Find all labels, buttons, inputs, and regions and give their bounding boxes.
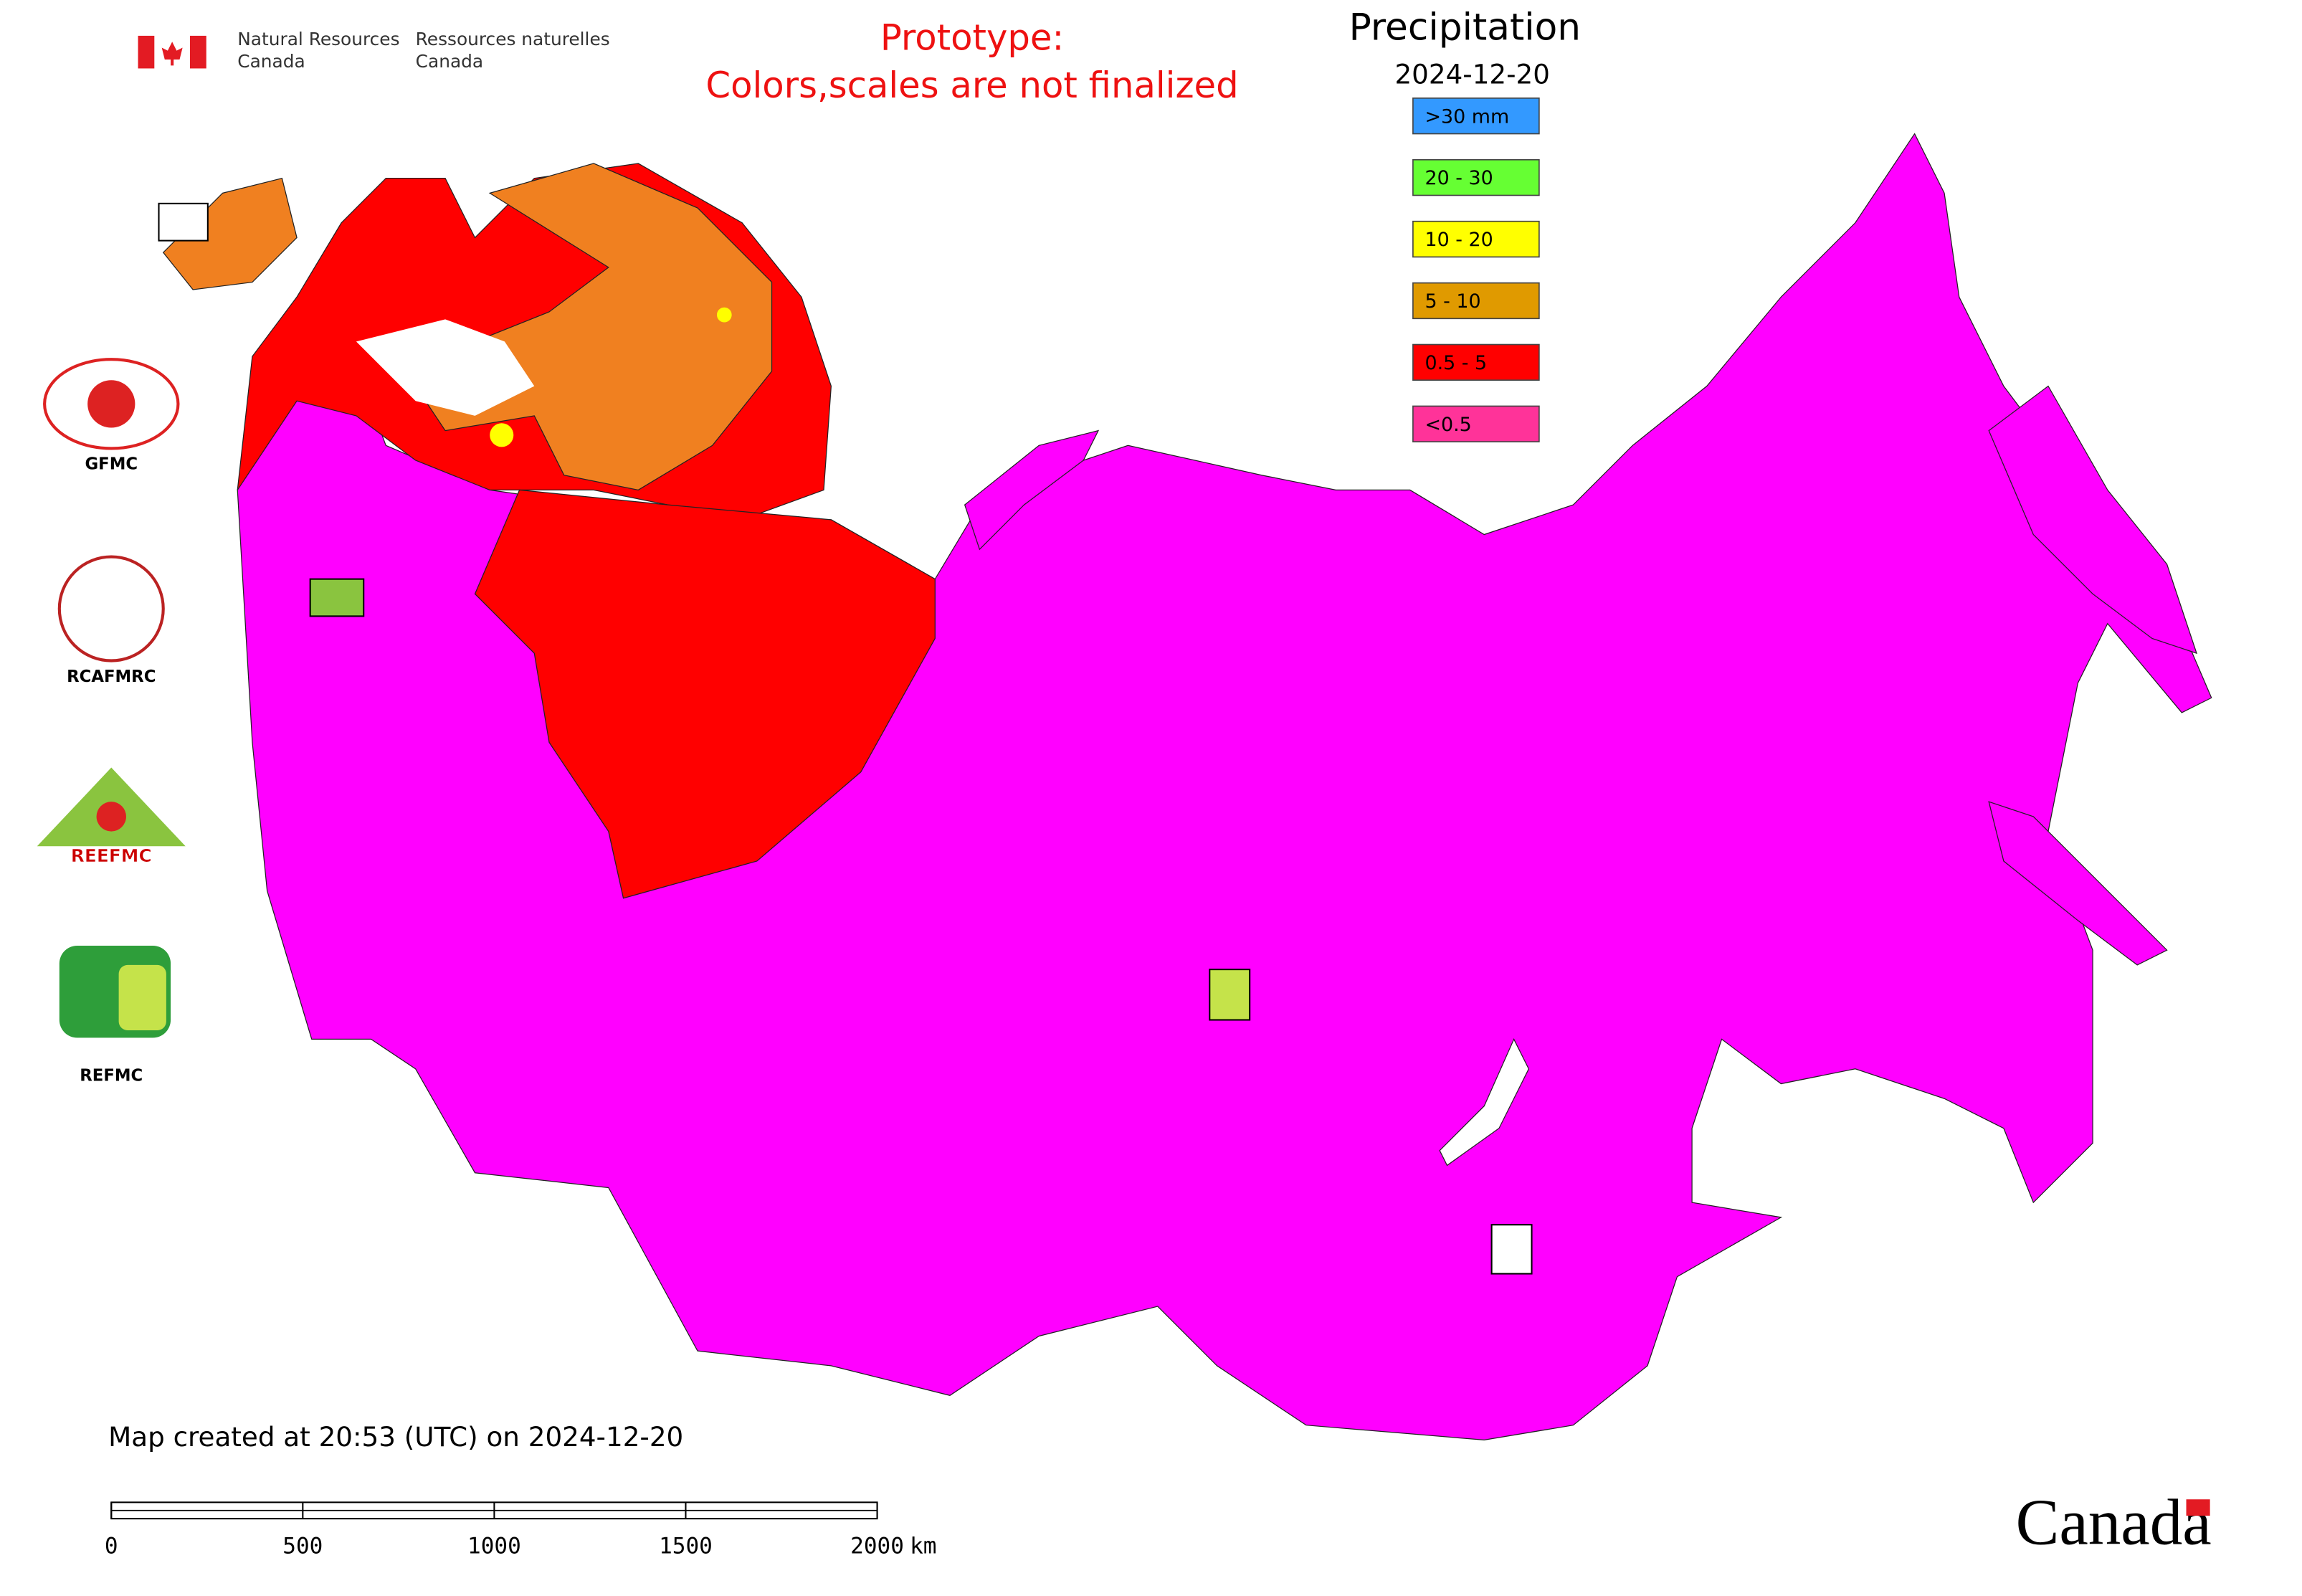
scale-bar-label: 0: [105, 1533, 118, 1559]
logo-marker: [1490, 1224, 1533, 1275]
nrcan-signature: Natural Resources Canada Ressources natu…: [138, 29, 610, 72]
legend-swatch: [1412, 98, 1540, 135]
region-sakhalin: [1988, 801, 2168, 966]
legend-title: Precipitation: [1349, 6, 1581, 49]
legend-swatch: [1412, 220, 1540, 258]
flag-bar: [138, 35, 155, 69]
logo-small: [158, 202, 209, 242]
legend: Precipitation 2024-12-20 >30 mm 20 - 30 10…: [1349, 6, 1581, 442]
logo-gfmc-mark: [87, 380, 135, 428]
logo-marker: [1209, 969, 1251, 1021]
agency-en: Natural Resources: [237, 29, 399, 49]
legend-label: 0.5 - 5: [1425, 352, 1487, 374]
legend-label: 20 - 30: [1425, 167, 1493, 189]
flag-bar: [189, 35, 206, 69]
legend-label: 10 - 20: [1425, 229, 1493, 251]
legend-label: <0.5: [1425, 414, 1471, 436]
scale-bar-label: 1000: [467, 1533, 521, 1559]
scale-bar-unit: km: [910, 1533, 936, 1559]
agency-fr: Canada: [416, 51, 483, 72]
agency-fr: Ressources naturelles: [416, 29, 610, 49]
scale-bar-label: 500: [282, 1533, 323, 1559]
legend-date: 2024-12-20: [1394, 58, 1549, 90]
logo-label: GFMC: [85, 455, 138, 474]
scale-bar-label: 1500: [659, 1533, 713, 1559]
scale-bar-label: 2000: [850, 1533, 904, 1559]
wordmark-flag: [2186, 1499, 2210, 1516]
legend-swatch: [1412, 158, 1540, 196]
lake-baikal: [1439, 1037, 1530, 1167]
logo-rcafmrc: [57, 555, 165, 662]
notice: Colors,scales are not finalized: [705, 65, 1238, 106]
spot-yellow: [490, 423, 514, 447]
logo-label: REEFMC: [71, 845, 152, 866]
region-norway-orange: [162, 177, 298, 290]
notice: Prototype:: [880, 17, 1064, 59]
legend-swatch: [1412, 282, 1540, 320]
logo-reefmc-mark: [96, 802, 126, 832]
logo-label: RCAFMRC: [67, 668, 156, 686]
logo-label: REFMC: [80, 1067, 143, 1086]
region-west-red: [474, 489, 936, 899]
logos: GFMC RCAFMRC REEFMC REFMC: [37, 202, 1533, 1275]
map-regions: [162, 133, 2212, 1441]
sea-baltic-white: [356, 319, 535, 416]
flag-leaf: [161, 42, 183, 66]
logo-refmc-mark: [118, 964, 166, 1030]
spot-yellow: [716, 307, 732, 323]
agency-en: Canada: [237, 51, 305, 72]
legend-label: >30 mm: [1425, 105, 1509, 128]
footer-note: Map created at 20:53 (UTC) on 2024-12-20: [108, 1421, 683, 1453]
region-kamchatka: [1988, 385, 2197, 655]
scale-bar: 0 500 1000 1500 2000 km: [105, 1501, 936, 1559]
logo-marker: [309, 578, 365, 617]
region-scandinavia-orange: [414, 163, 773, 491]
legend-swatch: [1412, 343, 1540, 381]
legend-swatch: [1412, 405, 1540, 442]
wordmark: Canada: [2016, 1486, 2212, 1559]
region-novaya-zemlya: [964, 429, 1100, 551]
legend-label: 5 - 10: [1425, 290, 1480, 313]
